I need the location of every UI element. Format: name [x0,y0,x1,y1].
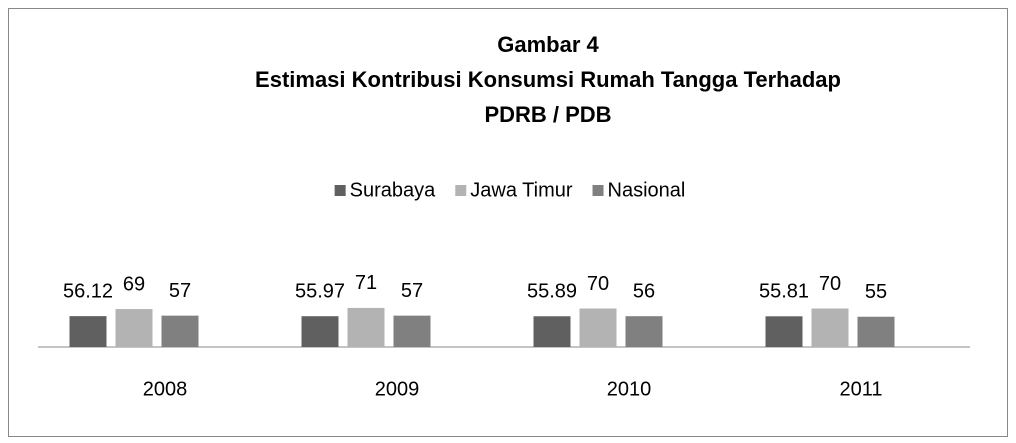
data-label: 70 [587,273,609,295]
bar [69,316,107,347]
bar [765,316,803,347]
data-label: 70 [819,273,841,295]
bar [301,316,339,347]
bar [857,316,895,347]
chart-title: Gambar 4 [497,32,599,57]
legend-swatch [455,185,467,196]
data-label: 56 [633,280,655,302]
data-label: 69 [123,273,145,295]
bar [579,308,617,347]
chart-title: PDRB / PDB [484,102,611,127]
bar [115,309,153,347]
data-label: 55.81 [759,281,809,303]
chart-title: Estimasi Kontribusi Konsumsi Rumah Tangg… [255,67,841,92]
data-label: 55.97 [295,280,345,302]
bar [161,315,199,347]
data-label: 71 [355,272,377,294]
bar [393,315,431,347]
bar [811,308,849,347]
data-label: 56.12 [63,280,113,302]
x-tick-label: 2009 [375,378,420,400]
bar [625,316,663,347]
legend-label: Nasional [608,179,686,201]
x-tick-label: 2010 [607,378,652,400]
legend-swatch [592,185,604,196]
data-label: 57 [401,280,423,302]
x-tick-label: 2008 [143,378,188,400]
data-label: 55.89 [527,281,577,303]
data-label: 55 [865,281,887,303]
bar [533,316,571,347]
x-tick-label: 2011 [839,378,882,400]
legend-label: Surabaya [350,179,436,201]
chart-border [8,8,1008,437]
legend-swatch [334,185,346,196]
legend-label: Jawa Timur [470,179,573,201]
data-label: 57 [169,280,191,302]
bar [347,307,385,347]
